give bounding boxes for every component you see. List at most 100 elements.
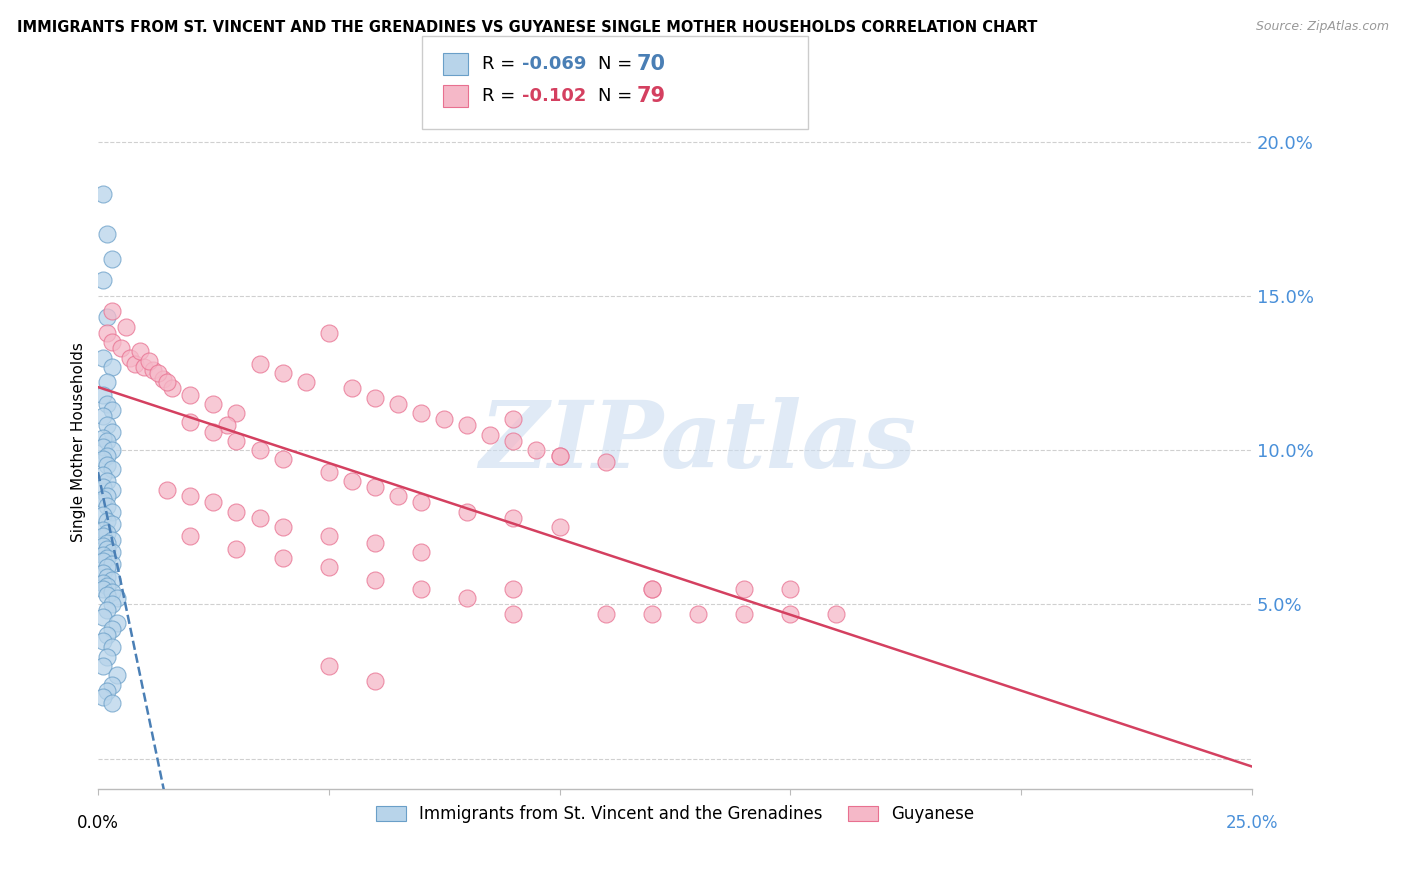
Point — [101, 483, 124, 498]
Point — [96, 579, 118, 593]
Point — [91, 529, 114, 543]
Point — [364, 573, 387, 587]
Point — [101, 573, 124, 587]
Point — [433, 412, 456, 426]
Text: N =: N = — [598, 87, 637, 105]
Point — [686, 607, 709, 621]
Point — [101, 425, 124, 439]
Point — [101, 359, 124, 374]
Point — [101, 533, 124, 547]
Point — [101, 677, 124, 691]
Point — [318, 326, 340, 340]
Point — [595, 607, 617, 621]
Point — [96, 551, 118, 566]
Legend: Immigrants from St. Vincent and the Grenadines, Guyanese: Immigrants from St. Vincent and the Gren… — [370, 798, 981, 830]
Point — [91, 690, 114, 704]
Point — [456, 418, 478, 433]
Point — [318, 659, 340, 673]
Point — [318, 465, 340, 479]
Point — [124, 357, 146, 371]
Point — [152, 372, 174, 386]
Point — [271, 520, 294, 534]
Point — [91, 659, 114, 673]
Point — [225, 406, 247, 420]
Point — [96, 514, 118, 528]
Point — [411, 406, 433, 420]
Point — [96, 375, 118, 389]
Point — [160, 381, 183, 395]
Point — [146, 366, 169, 380]
Point — [96, 434, 118, 448]
Point — [101, 252, 124, 266]
Point — [502, 412, 524, 426]
Point — [318, 529, 340, 543]
Point — [479, 427, 502, 442]
Point — [641, 582, 664, 596]
Point — [595, 455, 617, 469]
Point — [502, 607, 524, 621]
Point — [96, 588, 118, 602]
Point — [271, 551, 294, 566]
Point — [91, 539, 114, 553]
Point — [502, 434, 524, 448]
Point — [249, 357, 271, 371]
Point — [271, 452, 294, 467]
Point — [96, 628, 118, 642]
Point — [502, 511, 524, 525]
Point — [96, 310, 118, 325]
Point — [105, 591, 128, 606]
Point — [733, 582, 755, 596]
Point — [91, 582, 114, 596]
Point — [138, 353, 160, 368]
Point — [179, 489, 201, 503]
Text: ZIPatlas: ZIPatlas — [479, 397, 917, 487]
Point — [134, 359, 156, 374]
Point — [120, 351, 142, 365]
Point — [179, 529, 201, 543]
Point — [91, 548, 114, 562]
Point — [96, 569, 118, 583]
Point — [249, 443, 271, 458]
Point — [91, 467, 114, 482]
Point — [225, 505, 247, 519]
Point — [114, 319, 136, 334]
Point — [101, 505, 124, 519]
Point — [271, 366, 294, 380]
Point — [142, 363, 165, 377]
Point — [526, 443, 548, 458]
Point — [91, 186, 114, 201]
Point — [456, 591, 478, 606]
Point — [96, 458, 118, 473]
Point — [779, 607, 801, 621]
Point — [548, 449, 571, 463]
Point — [641, 607, 664, 621]
Point — [294, 375, 316, 389]
Point — [387, 489, 409, 503]
Point — [91, 452, 114, 467]
Point — [318, 560, 340, 574]
Point — [91, 440, 114, 454]
Point — [225, 434, 247, 448]
Text: R =: R = — [482, 55, 522, 73]
Point — [96, 474, 118, 488]
Point — [249, 511, 271, 525]
Point — [156, 483, 179, 498]
Point — [101, 545, 124, 559]
Point — [91, 508, 114, 522]
Point — [91, 523, 114, 537]
Point — [101, 334, 124, 349]
Text: IMMIGRANTS FROM ST. VINCENT AND THE GRENADINES VS GUYANESE SINGLE MOTHER HOUSEHO: IMMIGRANTS FROM ST. VINCENT AND THE GREN… — [17, 20, 1038, 35]
Point — [96, 499, 118, 513]
Point — [779, 582, 801, 596]
Text: 25.0%: 25.0% — [1226, 814, 1278, 832]
Point — [91, 409, 114, 423]
Point — [101, 461, 124, 475]
Point — [641, 582, 664, 596]
Point — [110, 341, 132, 355]
Point — [96, 418, 118, 433]
Point — [101, 597, 124, 611]
Point — [340, 381, 363, 395]
Point — [101, 304, 124, 318]
Text: N =: N = — [598, 55, 637, 73]
Point — [91, 431, 114, 445]
